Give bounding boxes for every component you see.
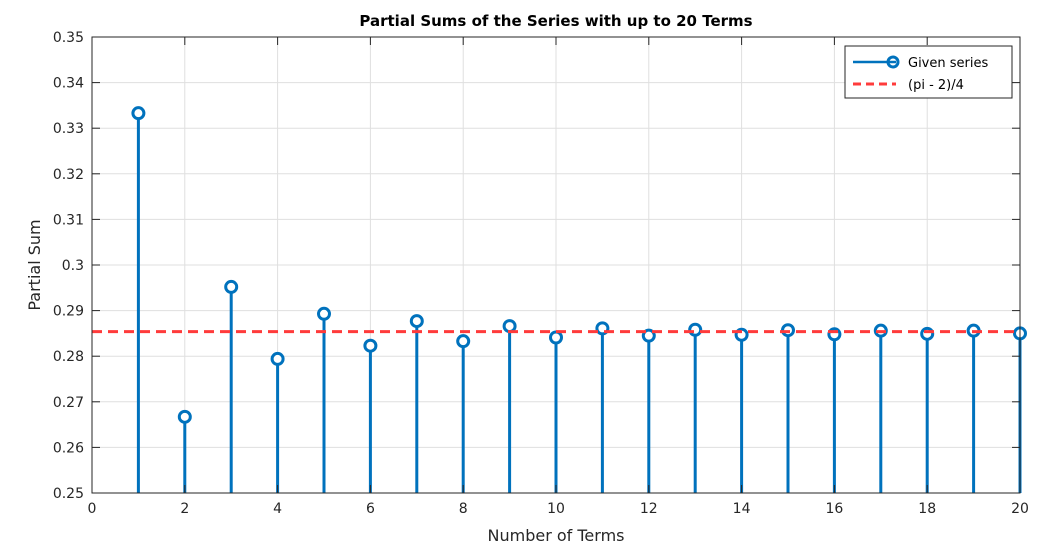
x-tick-label: 6 bbox=[366, 501, 375, 517]
stem-marker bbox=[224, 279, 239, 294]
x-tick-label: 10 bbox=[547, 501, 565, 517]
y-tick-label: 0.35 bbox=[53, 30, 84, 46]
chart-title: Partial Sums of the Series with up to 20… bbox=[359, 12, 752, 30]
legend: Given series (pi - 2)/4 bbox=[844, 45, 1013, 99]
stem-marker bbox=[131, 106, 146, 121]
y-tick-label: 0.34 bbox=[53, 76, 84, 92]
stem-marker bbox=[688, 322, 703, 337]
y-tick-label: 0.33 bbox=[53, 121, 84, 137]
stem-marker bbox=[177, 409, 192, 424]
x-tick-label: 14 bbox=[733, 501, 751, 517]
y-axis-label: Partial Sum bbox=[25, 219, 44, 310]
legend-label-series: Given series bbox=[908, 56, 988, 71]
y-tick-label: 0.29 bbox=[53, 304, 84, 320]
y-tick-label: 0.26 bbox=[53, 440, 84, 456]
y-tick-label: 0.3 bbox=[62, 258, 84, 274]
stem-marker bbox=[549, 330, 563, 345]
x-tick-label: 2 bbox=[180, 501, 189, 517]
legend-series-marker bbox=[886, 55, 900, 69]
x-tick-label: 12 bbox=[640, 501, 658, 517]
x-tick-label: 20 bbox=[1011, 501, 1029, 517]
x-tick-label: 8 bbox=[459, 501, 468, 517]
x-axis-label: Number of Terms bbox=[488, 526, 625, 545]
stem-marker bbox=[502, 319, 517, 334]
y-tick-label: 0.27 bbox=[53, 395, 84, 411]
x-tick-label: 0 bbox=[88, 501, 97, 517]
x-tick-label: 18 bbox=[918, 501, 936, 517]
stem-marker bbox=[456, 334, 471, 349]
stem-marker bbox=[270, 351, 285, 366]
x-tick-label: 16 bbox=[825, 501, 843, 517]
x-tick-label: 4 bbox=[273, 501, 282, 517]
axis-ticks: 0 2 4 6 8 10 12 14 16 18 20 0.25 0.26 0.27 0.28 0.29 0.3… bbox=[53, 30, 1029, 517]
stem-marker bbox=[641, 328, 656, 343]
y-tick-label: 0.25 bbox=[53, 486, 84, 502]
stem-marker bbox=[363, 338, 378, 353]
legend-box bbox=[844, 45, 1013, 99]
y-tick-label: 0.28 bbox=[53, 349, 84, 365]
legend-label-reference: (pi - 2)/4 bbox=[908, 78, 964, 93]
stem-marker bbox=[409, 314, 424, 329]
y-tick-label: 0.31 bbox=[53, 212, 84, 228]
stem-marker bbox=[317, 306, 331, 321]
stem-marker bbox=[920, 326, 935, 341]
y-tick-label: 0.32 bbox=[53, 167, 84, 183]
